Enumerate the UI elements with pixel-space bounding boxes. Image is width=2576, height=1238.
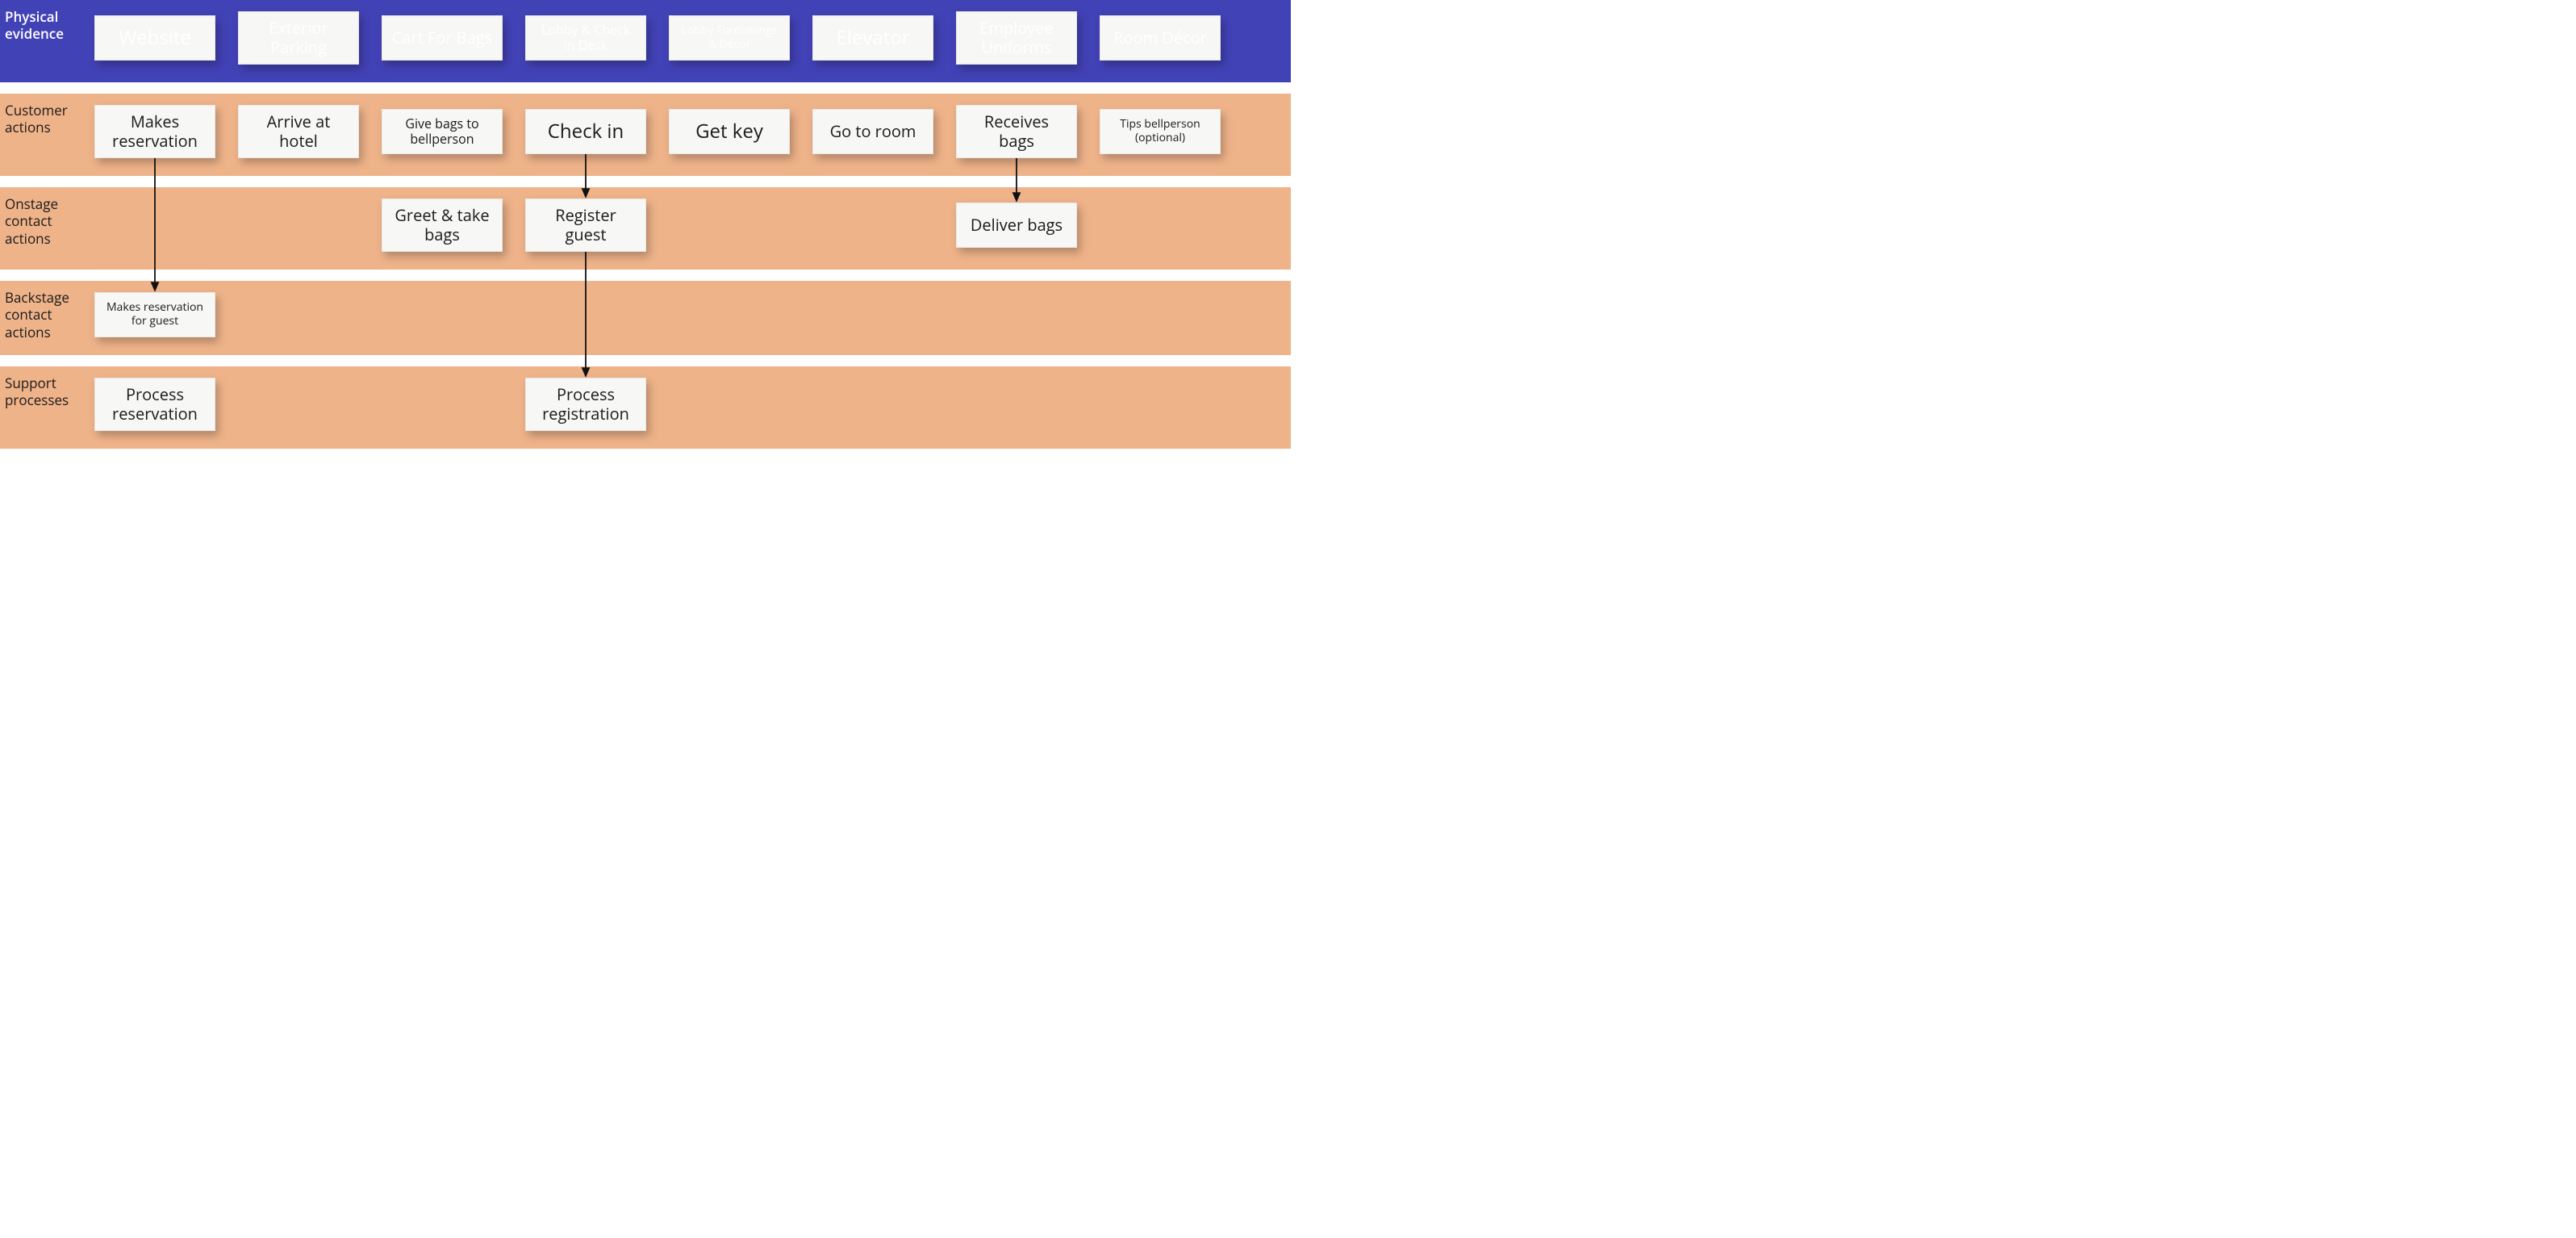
lane-label-physical-evidence: Physical evidence bbox=[0, 0, 90, 43]
card-on-greet-take-bags: Greet & take bags bbox=[382, 199, 503, 252]
card-ca-get-key: Get key bbox=[669, 109, 790, 154]
service-blueprint: Physical evidence Website Exterior Parki… bbox=[0, 0, 1291, 449]
card-ca-tips-bellperson: Tips bellperson (optional) bbox=[1100, 109, 1221, 154]
lane-label-customer-actions: Customer actions bbox=[0, 94, 90, 136]
card-ca-arrive-at-hotel: Arrive at hotel bbox=[238, 105, 359, 158]
card-pe-exterior-parking: Exterior Parking bbox=[238, 11, 359, 65]
lane-customer-actions: Customer actions Makes reservation Arriv… bbox=[0, 94, 1291, 176]
lane-body-physical-evidence: Website Exterior Parking Cart For Bags L… bbox=[90, 0, 1291, 82]
card-bs-makes-reservation-for-guest: Makes reservation for guest bbox=[94, 292, 215, 337]
card-ca-makes-reservation: Makes reservation bbox=[94, 105, 215, 158]
card-ca-receives-bags: Receives bags bbox=[956, 105, 1077, 158]
card-ca-go-to-room: Go to room bbox=[812, 109, 933, 154]
lane-body-support: Process reservation Process registration bbox=[90, 366, 1291, 449]
lane-backstage: Backstage contact actions Makes reservat… bbox=[0, 281, 1291, 355]
card-pe-elevator: Elevator bbox=[812, 15, 933, 61]
card-pe-room-decor: Room Décor bbox=[1100, 15, 1221, 61]
lane-label-onstage: Onstage contact actions bbox=[0, 187, 90, 247]
card-pe-website: Website bbox=[94, 15, 215, 61]
card-on-register-guest: Register guest bbox=[525, 199, 646, 252]
card-sp-process-reservation: Process reservation bbox=[94, 378, 215, 431]
lane-physical-evidence: Physical evidence Website Exterior Parki… bbox=[0, 0, 1291, 82]
lane-body-customer-actions: Makes reservation Arrive at hotel Give b… bbox=[90, 94, 1291, 176]
card-pe-employee-uniforms: Employee Uniforms bbox=[956, 11, 1077, 65]
lane-label-backstage: Backstage contact actions bbox=[0, 281, 90, 341]
lane-onstage: Onstage contact actions Greet & take bag… bbox=[0, 187, 1291, 270]
card-pe-cart-for-bags: Cart For Bags bbox=[382, 15, 503, 61]
card-sp-process-registration: Process registration bbox=[525, 378, 646, 431]
card-pe-lobby-checkin: Lobby & Check In Desk bbox=[525, 15, 646, 61]
lane-body-onstage: Greet & take bags Register guest Deliver… bbox=[90, 187, 1291, 270]
lane-label-support: Support processes bbox=[0, 366, 90, 409]
card-pe-lobby-furnishings: Lobby Furnishings & Décor bbox=[669, 15, 790, 61]
lane-support: Support processes Process reservation Pr… bbox=[0, 366, 1291, 449]
card-ca-give-bags: Give bags to bellperson bbox=[382, 109, 503, 154]
card-ca-check-in: Check in bbox=[525, 109, 646, 154]
card-on-deliver-bags: Deliver bags bbox=[956, 203, 1077, 248]
lane-body-backstage: Makes reservation for guest bbox=[90, 281, 1291, 355]
